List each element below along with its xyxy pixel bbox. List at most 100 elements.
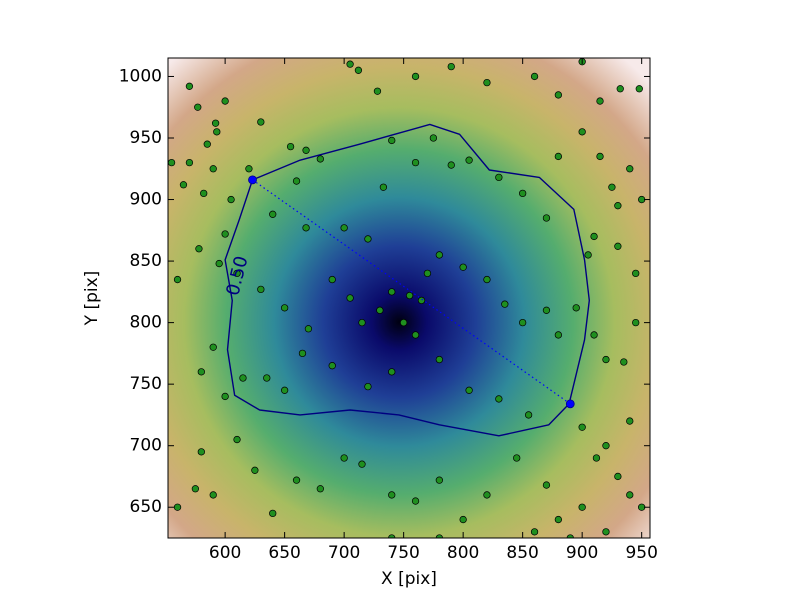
y-axis-label: Y [pix] <box>82 271 102 327</box>
scatter-point <box>346 294 354 302</box>
scatter-point <box>542 214 551 222</box>
scatter-point <box>590 331 598 339</box>
scatter-point <box>435 251 443 259</box>
scatter-point <box>435 355 443 364</box>
scatter-point <box>554 331 563 339</box>
scatter-point <box>221 97 229 105</box>
scatter-point <box>542 306 551 314</box>
scatter-point <box>233 269 241 278</box>
scatter-point <box>483 78 491 87</box>
scatter-point <box>501 300 509 308</box>
scatter-point <box>245 165 253 173</box>
x-tick-label: 800 <box>447 543 479 563</box>
scatter-point <box>316 485 324 493</box>
scatter-point <box>554 91 563 99</box>
scatter-point <box>638 195 646 204</box>
scatter-point <box>191 485 200 493</box>
scatter-point <box>328 275 336 284</box>
scatter-point <box>578 423 586 431</box>
scatter-point <box>411 497 420 505</box>
y-tick-label: 900 <box>130 190 162 210</box>
scatter-point <box>185 82 194 90</box>
scatter-point <box>354 66 363 74</box>
scatter-point <box>364 382 372 391</box>
scatter-point <box>373 87 382 95</box>
scatter-point <box>596 97 604 105</box>
scatter-point <box>340 224 348 232</box>
scatter-point <box>213 128 221 136</box>
scatter-point <box>465 156 473 164</box>
scatter-point <box>483 491 491 499</box>
scatter-point <box>638 503 646 511</box>
scatter-point <box>194 103 202 111</box>
scatter-point <box>280 386 289 394</box>
scatter-point <box>376 306 384 314</box>
scatter-point <box>399 318 408 327</box>
scatter-point <box>379 183 388 191</box>
scatter-point <box>596 152 604 161</box>
scatter-point <box>616 85 624 93</box>
plot-frame <box>167 57 651 539</box>
y-tick-label: 800 <box>130 313 162 333</box>
x-tick-label: 650 <box>268 543 300 563</box>
scatter-point <box>221 392 229 401</box>
scatter-point <box>423 269 432 278</box>
y-tick-label: 950 <box>130 128 162 148</box>
y-tick-label: 750 <box>130 374 162 394</box>
scatter-point <box>203 140 211 148</box>
scatter-point <box>280 304 289 312</box>
scatter-point <box>292 177 301 185</box>
scatter-point <box>554 152 563 161</box>
scatter-point <box>592 454 601 462</box>
scatter-point <box>459 263 467 271</box>
scatter-point <box>302 224 310 232</box>
scatter-point <box>239 374 247 382</box>
scatter-point <box>632 269 640 278</box>
endpoint <box>248 175 257 185</box>
scatter-point <box>459 515 467 524</box>
scatter-point <box>197 448 205 456</box>
connector-line <box>252 179 571 405</box>
scatter-point <box>614 242 622 250</box>
scatter-point <box>215 259 223 268</box>
scatter-point <box>435 476 443 484</box>
y-tick-label: 700 <box>130 436 162 456</box>
scatter-point <box>185 158 194 167</box>
scatter-point <box>602 442 610 450</box>
scatter-point <box>572 304 580 312</box>
scatter-point <box>388 368 396 376</box>
scatter-point <box>447 62 455 71</box>
scatter-point <box>447 161 455 169</box>
scatter-point <box>209 343 217 351</box>
scatter-point <box>340 454 348 462</box>
scatter-point <box>211 119 220 127</box>
scatter-point <box>483 275 491 284</box>
scatter-point <box>346 60 354 68</box>
scatter-point <box>578 128 586 136</box>
scatter-point <box>566 534 574 538</box>
scatter-point <box>168 158 176 167</box>
scatter-point <box>316 155 324 163</box>
scatter-point <box>614 472 622 481</box>
scatter-point <box>263 374 271 382</box>
scatter-point <box>209 491 217 499</box>
scatter-point <box>364 235 372 243</box>
scatter-point <box>286 142 295 151</box>
scatter-point <box>578 503 586 511</box>
x-tick-label: 750 <box>387 543 419 563</box>
x-axis-label: X [pix] <box>381 569 437 589</box>
scatter-point <box>227 195 235 204</box>
x-tick-label: 900 <box>566 543 598 563</box>
scatter-point <box>411 72 420 81</box>
scatter-point <box>602 528 610 536</box>
x-tick-label: 600 <box>209 543 241 563</box>
scatter-point <box>257 285 265 294</box>
scatter-point <box>388 288 396 296</box>
scatter-point <box>173 275 182 284</box>
scatter-point <box>626 417 634 425</box>
scatter-point <box>257 118 265 126</box>
scatter-point <box>590 232 598 241</box>
contour-line <box>224 123 591 437</box>
scatter-point <box>304 325 313 333</box>
